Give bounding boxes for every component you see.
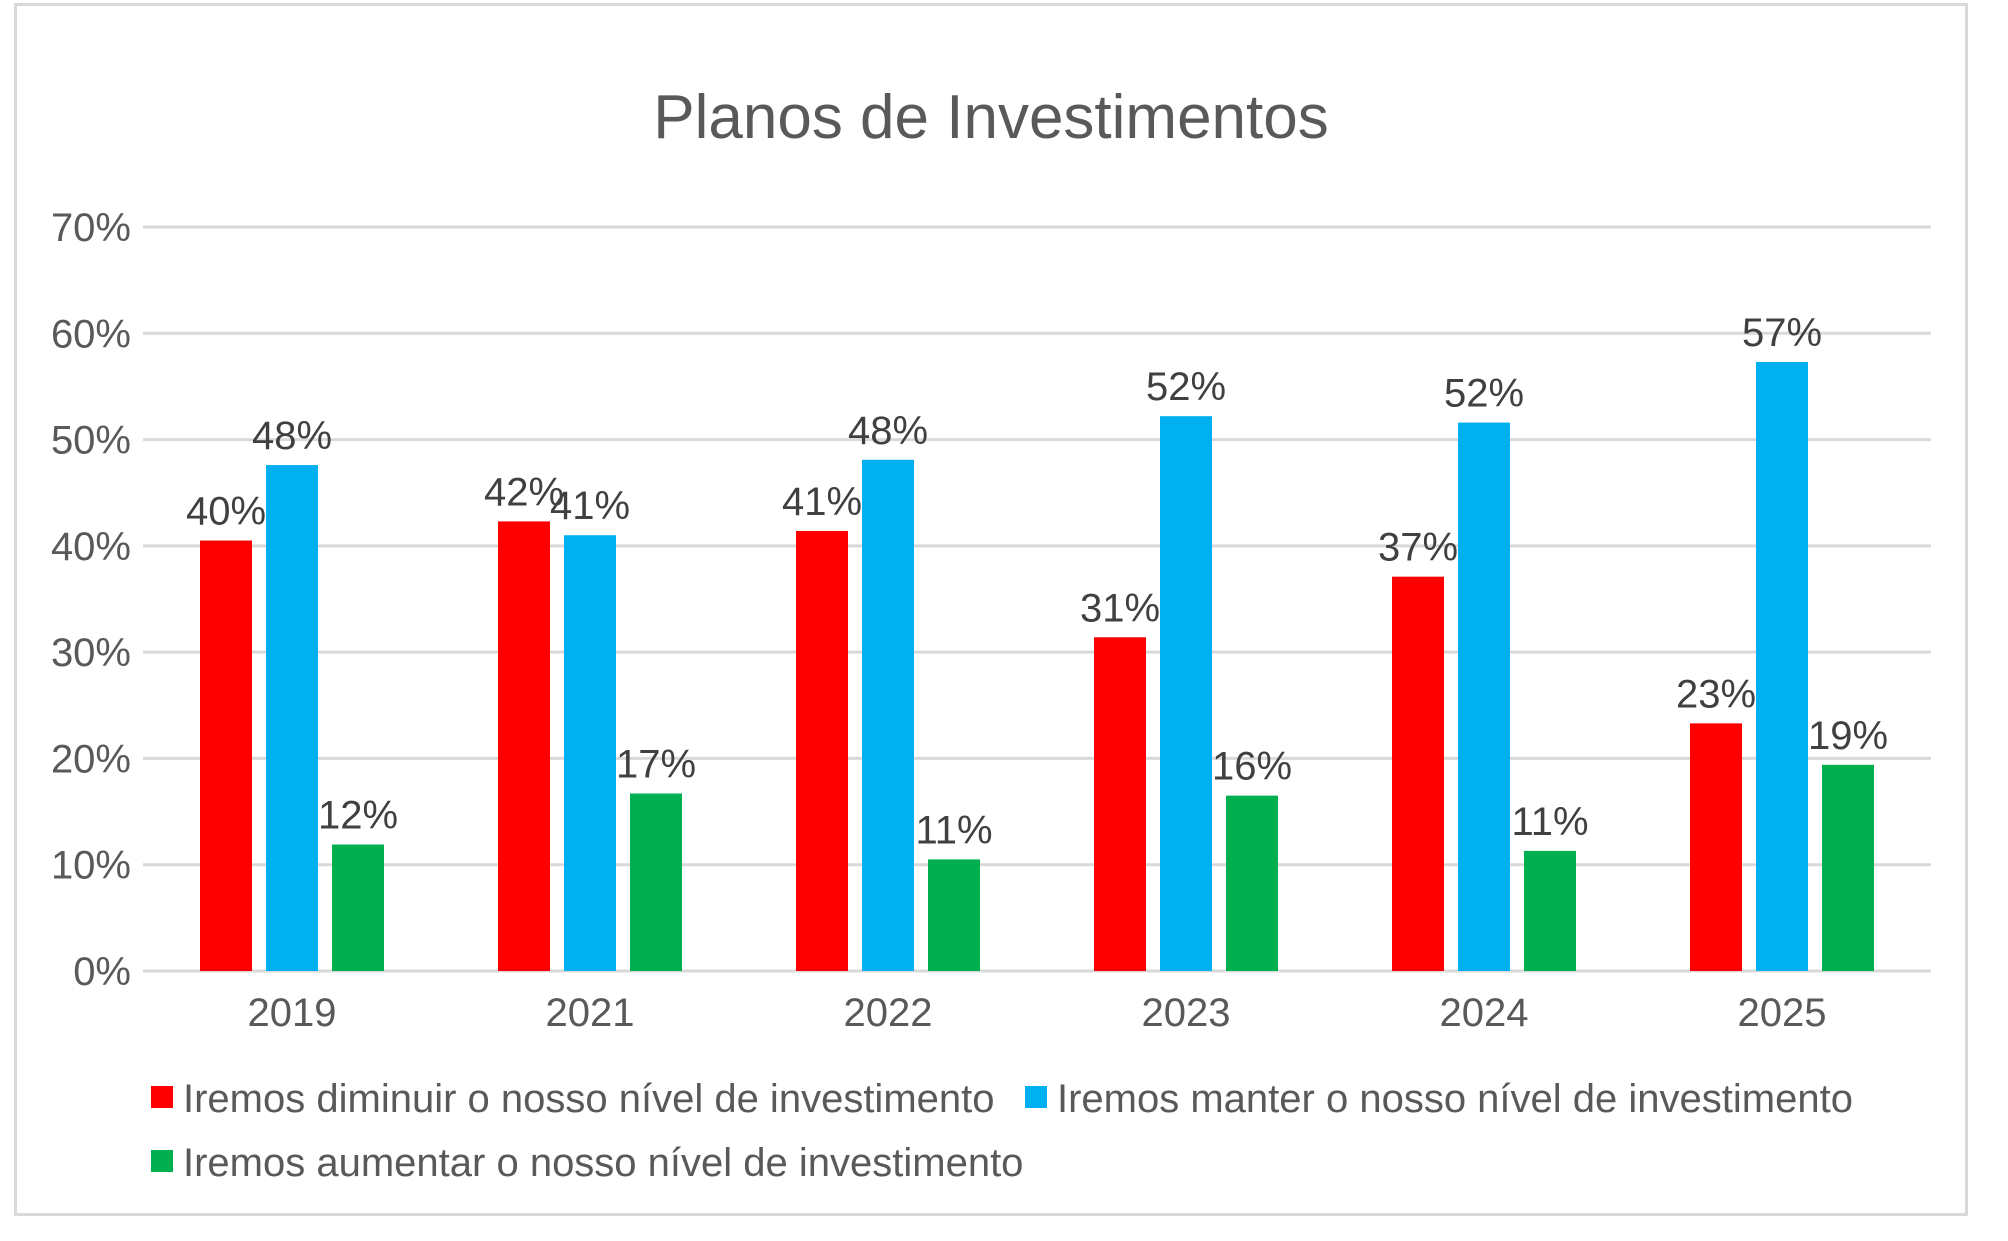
data-label: 48% — [252, 414, 332, 458]
legend-item: Iremos aumentar o nosso nível de investi… — [151, 1141, 1023, 1185]
data-label: 42% — [484, 470, 564, 514]
bars — [200, 361, 1874, 972]
y-tick-label: 40% — [51, 525, 131, 569]
x-tick-label: 2022 — [844, 991, 933, 1035]
data-label: 57% — [1742, 311, 1822, 355]
chart-frame: Planos de Investimentos 0% 10% 20% 30% 40% 50… — [14, 3, 1968, 1216]
bar — [630, 793, 682, 971]
data-labels: 40%48%12%42%41%17%41%48%11%31%52%16%37%5… — [186, 311, 1888, 852]
bar — [266, 465, 318, 971]
bar — [1226, 795, 1278, 971]
y-axis-tick-labels: 0% 10% 20% 30% 40% 50% 60% 70% — [51, 206, 131, 994]
bar — [1690, 723, 1742, 971]
legend-label: Iremos aumentar o nosso nível de investi… — [183, 1141, 1023, 1185]
data-label: 31% — [1080, 586, 1160, 630]
legend-label: Iremos diminuir o nosso nível de investi… — [183, 1077, 994, 1121]
bar — [498, 521, 550, 971]
bar — [1822, 764, 1874, 971]
legend-label: Iremos manter o nosso nível de investime… — [1057, 1077, 1853, 1121]
data-label: 11% — [915, 808, 992, 852]
data-label: 41% — [782, 480, 862, 524]
bar — [1756, 361, 1808, 971]
bar — [332, 844, 384, 971]
legend: Iremos diminuir o nosso nível de investi… — [151, 1077, 1853, 1185]
legend-item: Iremos diminuir o nosso nível de investi… — [151, 1077, 994, 1121]
data-label: 16% — [1212, 745, 1292, 789]
bar — [796, 530, 848, 971]
bar — [1094, 637, 1146, 971]
x-tick-label: 2019 — [248, 991, 337, 1035]
legend-swatch — [151, 1150, 173, 1172]
legend-swatch — [151, 1086, 173, 1108]
x-tick-label: 2025 — [1738, 991, 1827, 1035]
y-tick-label: 60% — [51, 312, 131, 356]
bar — [1524, 850, 1576, 971]
y-tick-label: 30% — [51, 631, 131, 675]
x-tick-label: 2021 — [546, 991, 635, 1035]
data-label: 41% — [550, 484, 630, 528]
data-label: 40% — [186, 490, 266, 534]
data-label: 12% — [318, 794, 398, 838]
chart-title: Planos de Investimentos — [653, 83, 1329, 152]
data-label: 11% — [1511, 800, 1588, 844]
bar — [928, 859, 980, 971]
data-label: 23% — [1676, 672, 1756, 716]
data-label: 52% — [1444, 372, 1524, 416]
bar — [1392, 576, 1444, 971]
y-tick-label: 0% — [73, 950, 131, 994]
y-tick-label: 50% — [51, 419, 131, 463]
bar — [862, 459, 914, 971]
bar — [1160, 416, 1212, 971]
x-tick-label: 2024 — [1440, 991, 1529, 1035]
y-tick-label: 70% — [51, 206, 131, 250]
bar — [564, 535, 616, 971]
grid-lines — [143, 225, 1931, 973]
y-tick-label: 10% — [51, 844, 131, 888]
data-label: 19% — [1808, 714, 1888, 758]
chart-svg: Planos de Investimentos 0% 10% 20% 30% 40% 50… — [51, 83, 1931, 1185]
legend-item: Iremos manter o nosso nível de investime… — [1025, 1077, 1853, 1121]
bar — [1458, 422, 1510, 972]
data-label: 17% — [616, 743, 696, 787]
y-tick-label: 20% — [51, 737, 131, 781]
x-tick-label: 2023 — [1142, 991, 1231, 1035]
data-label: 52% — [1146, 365, 1226, 409]
bar — [200, 540, 252, 971]
legend-swatch — [1025, 1086, 1047, 1108]
data-label: 48% — [848, 409, 928, 453]
data-label: 37% — [1378, 526, 1458, 570]
x-axis-tick-labels: 2019 2021 2022 2023 2024 2025 — [248, 991, 1827, 1035]
